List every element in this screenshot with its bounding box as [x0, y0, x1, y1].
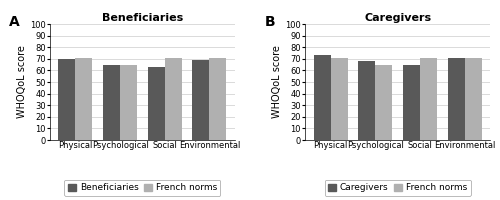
Bar: [76, 58, 92, 140]
Bar: [330, 58, 347, 140]
Y-axis label: WHOQoL score: WHOQoL score: [18, 46, 28, 118]
Bar: [192, 60, 210, 140]
Bar: [403, 65, 420, 140]
Bar: [148, 67, 165, 140]
Legend: Caregivers, French norms: Caregivers, French norms: [324, 180, 470, 196]
Bar: [58, 59, 76, 140]
Title: Beneficiaries: Beneficiaries: [102, 13, 183, 23]
Bar: [358, 61, 375, 140]
Bar: [120, 65, 137, 140]
Bar: [165, 58, 182, 140]
Text: B: B: [264, 15, 275, 29]
Bar: [448, 58, 464, 140]
Bar: [314, 55, 330, 140]
Bar: [464, 58, 481, 140]
Bar: [210, 58, 226, 140]
Legend: Beneficiaries, French norms: Beneficiaries, French norms: [64, 180, 220, 196]
Text: A: A: [10, 15, 20, 29]
Bar: [375, 65, 392, 140]
Bar: [420, 58, 437, 140]
Title: Caregivers: Caregivers: [364, 13, 431, 23]
Y-axis label: WHOQoL score: WHOQoL score: [272, 46, 282, 118]
Bar: [103, 65, 120, 140]
